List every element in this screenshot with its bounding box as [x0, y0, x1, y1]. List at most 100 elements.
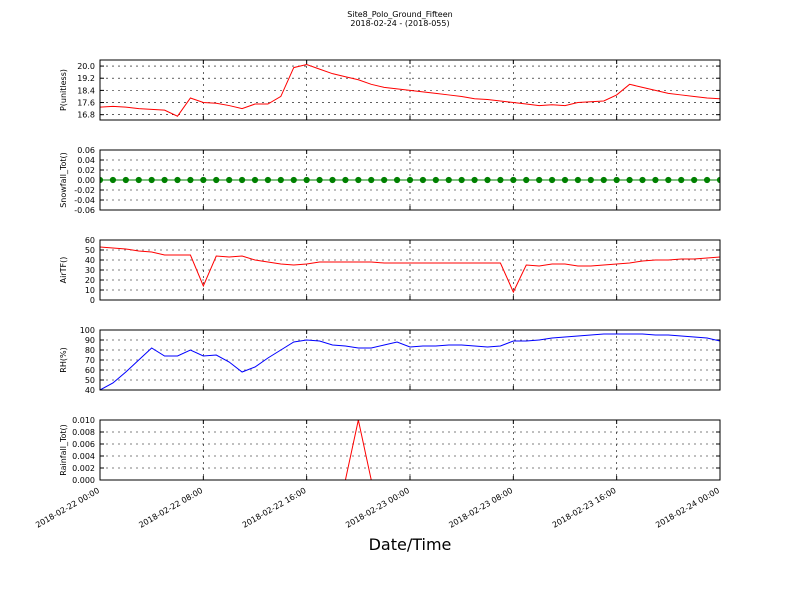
point: [213, 176, 220, 184]
y-tick-label: 60: [85, 236, 95, 245]
y-tick-label: 80: [85, 346, 95, 355]
y-tick-label: 0.06: [77, 146, 95, 155]
series-line: [100, 64, 720, 117]
y-tick-label: 17.6: [77, 99, 95, 108]
series-line: [100, 333, 720, 390]
y-tick-label: 0.004: [72, 452, 95, 461]
point: [355, 176, 362, 184]
axes-frame: [99, 239, 721, 301]
point: [691, 176, 698, 184]
point: [406, 176, 414, 184]
y-tick-label: -0.04: [74, 196, 95, 205]
point: [561, 176, 569, 184]
y-tick-label: 30: [85, 266, 95, 275]
y-tick-label: 0.010: [72, 416, 95, 425]
point: [484, 176, 491, 184]
point: [678, 176, 685, 184]
point: [652, 176, 659, 184]
y-tick-label: 0.002: [72, 464, 95, 473]
y-tick-label: 20: [85, 276, 95, 285]
point: [587, 176, 594, 184]
point: [703, 176, 711, 184]
y-tick-label: 16.8: [77, 111, 95, 120]
point: [303, 176, 310, 184]
y-axis-label: Rainfall_Tot(): [59, 424, 68, 476]
axes-frame: [99, 329, 721, 391]
plot-area: [100, 333, 720, 390]
y-tick-label: 10: [85, 286, 95, 295]
y-axis-label: AirTF(): [59, 257, 68, 284]
point: [290, 176, 297, 184]
point: [251, 176, 259, 184]
point: [264, 176, 272, 184]
x-axis-label: Date/Time: [369, 535, 452, 554]
plot-area: [100, 176, 720, 184]
plot-area: [100, 64, 720, 117]
point: [226, 176, 233, 184]
y-axis-label: Snowfall_Tot(): [59, 152, 68, 208]
point: [471, 176, 478, 184]
y-tick-label: 50: [85, 246, 95, 255]
point: [600, 176, 607, 184]
point: [639, 176, 646, 184]
axes-frame: [99, 419, 721, 481]
y-axis-label: RH(%): [59, 347, 68, 372]
point: [523, 176, 530, 184]
y-tick-label: -0.06: [74, 206, 95, 215]
y-tick-label: 20.0: [77, 62, 95, 71]
y-tick-label: 60: [85, 366, 95, 375]
point: [135, 176, 142, 184]
y-tick-label: 0.00: [77, 176, 95, 185]
point: [316, 176, 323, 184]
point: [342, 176, 349, 184]
y-tick-label: 40: [85, 386, 95, 395]
plot-area: [100, 246, 720, 294]
y-tick-label: 40: [85, 256, 95, 265]
title: Site8_Polo_Ground_Fifteen: [347, 10, 452, 19]
point: [277, 176, 284, 184]
point: [626, 176, 633, 184]
y-tick-label: 0.02: [77, 166, 95, 175]
point: [161, 176, 168, 184]
y-tick-label: 50: [85, 376, 95, 385]
y-tick-label: 19.2: [77, 74, 95, 83]
y-tick-label: -0.02: [74, 186, 95, 195]
point: [497, 176, 504, 184]
point: [613, 176, 620, 184]
point: [238, 176, 246, 184]
y-tick-label: 0.006: [72, 440, 95, 449]
point: [109, 176, 117, 184]
point: [510, 176, 517, 184]
point: [200, 176, 207, 184]
point: [419, 176, 427, 184]
point: [445, 176, 452, 184]
point: [393, 176, 401, 184]
point: [432, 176, 439, 184]
series-line: [100, 246, 720, 294]
y-axis-label: P(unitless): [59, 69, 68, 111]
subtitle: 2018-02-24 - (2018-055): [350, 19, 449, 28]
point: [536, 176, 543, 184]
point: [548, 176, 556, 184]
point: [574, 176, 582, 184]
y-tick-label: 90: [85, 336, 95, 345]
y-tick-label: 18.4: [77, 86, 95, 95]
point: [716, 176, 720, 184]
point: [381, 176, 388, 184]
point: [329, 176, 336, 184]
y-tick-label: 0.008: [72, 428, 95, 437]
y-tick-label: 0: [90, 296, 95, 305]
point: [665, 176, 672, 184]
point: [122, 176, 129, 184]
y-tick-label: 100: [80, 326, 95, 335]
y-tick-label: 0.000: [72, 476, 95, 485]
axes-frame: [99, 59, 721, 121]
axes-frame: [99, 149, 721, 211]
point: [368, 176, 375, 184]
y-tick-label: 0.04: [77, 156, 95, 165]
point: [458, 176, 465, 184]
point: [174, 176, 181, 184]
y-tick-label: 70: [85, 356, 95, 365]
point: [148, 176, 155, 184]
